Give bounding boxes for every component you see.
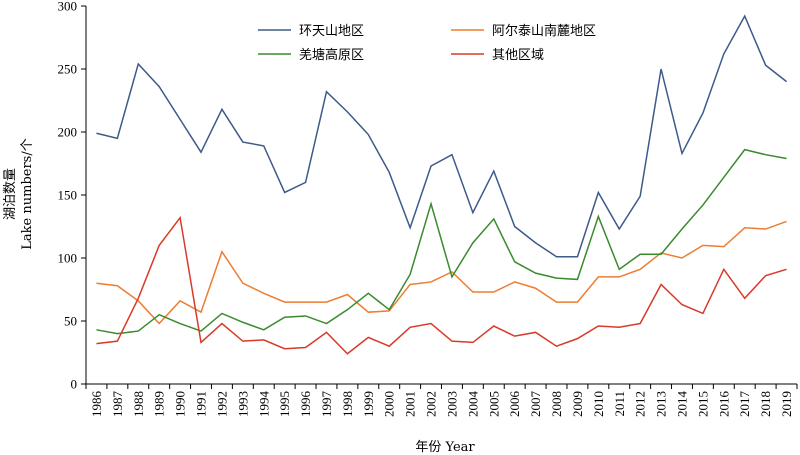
- series-line-1: [96, 14, 788, 258]
- x-tick-label: 1996: [298, 391, 313, 418]
- y-tick-label: 200: [58, 125, 78, 140]
- x-tick-label: 2012: [633, 391, 648, 417]
- x-tick-label: 1994: [256, 391, 271, 418]
- y-tick-label: 150: [58, 188, 78, 203]
- x-tick-label: 2004: [465, 391, 480, 418]
- x-tick-label: 1993: [235, 391, 250, 417]
- x-tick-label: 2013: [654, 391, 669, 417]
- x-tick-label: 1989: [152, 391, 167, 417]
- x-tick-label: 1988: [131, 391, 146, 417]
- x-axis-title: 年份 Year: [415, 440, 475, 455]
- x-tick-label: 1987: [110, 391, 125, 418]
- x-tick-label: 2006: [507, 391, 522, 418]
- y-tick-label: 250: [58, 62, 78, 77]
- x-tick-label: 1990: [173, 391, 188, 417]
- y-axis-title-en: Lake numbers/个: [20, 138, 35, 249]
- x-tick-label: 2019: [779, 391, 794, 417]
- x-tick-label: 2018: [758, 391, 773, 417]
- series-line-3: [96, 148, 787, 335]
- series-line-2: [96, 220, 787, 325]
- x-tick-label: 2010: [591, 391, 606, 417]
- legend-label: 阿尔泰山南麓地区: [492, 23, 596, 39]
- legend-label: 其他区域: [492, 48, 544, 63]
- x-tick-label: 1995: [277, 391, 292, 417]
- x-tick-label: 1991: [194, 391, 209, 417]
- x-tick-label: 2017: [737, 391, 752, 418]
- x-tick-label: 2002: [424, 391, 439, 417]
- x-tick-label: 2015: [695, 391, 710, 417]
- x-tick-label: 2001: [403, 391, 418, 417]
- y-tick-label: 300: [58, 0, 78, 14]
- x-tick-label: 2007: [528, 391, 543, 418]
- y-axis-title-cn: 湖泊数量: [3, 168, 18, 220]
- plot-area: 0 50 100 150 200 250 300 1986 1987 1988 1989 1990 19…: [58, 0, 798, 417]
- x-tick-label: 2005: [486, 391, 501, 417]
- x-tick-label: 2003: [444, 391, 459, 417]
- x-tick-label: 2016: [716, 391, 731, 418]
- x-tick-label: 2009: [570, 391, 585, 417]
- y-tick-label: 100: [58, 251, 78, 266]
- x-tick-label: 1997: [319, 391, 334, 418]
- x-tick-label: 1999: [361, 391, 376, 417]
- legend-label: 羌塘高原区: [299, 47, 364, 63]
- x-tick-label: 2011: [612, 391, 627, 417]
- x-tick-label: 1998: [340, 391, 355, 417]
- x-tick-label: 1986: [89, 391, 104, 418]
- legend-label: 环天山地区: [299, 24, 364, 39]
- x-tick-label: 1992: [214, 391, 229, 417]
- x-tick-label: 2008: [549, 391, 564, 417]
- x-tick-label: 2000: [382, 391, 397, 417]
- y-tick-label: 50: [64, 314, 77, 329]
- y-tick-label: 0: [71, 377, 78, 392]
- series-line-4: [96, 215, 787, 355]
- x-tick-label: 2014: [674, 391, 689, 418]
